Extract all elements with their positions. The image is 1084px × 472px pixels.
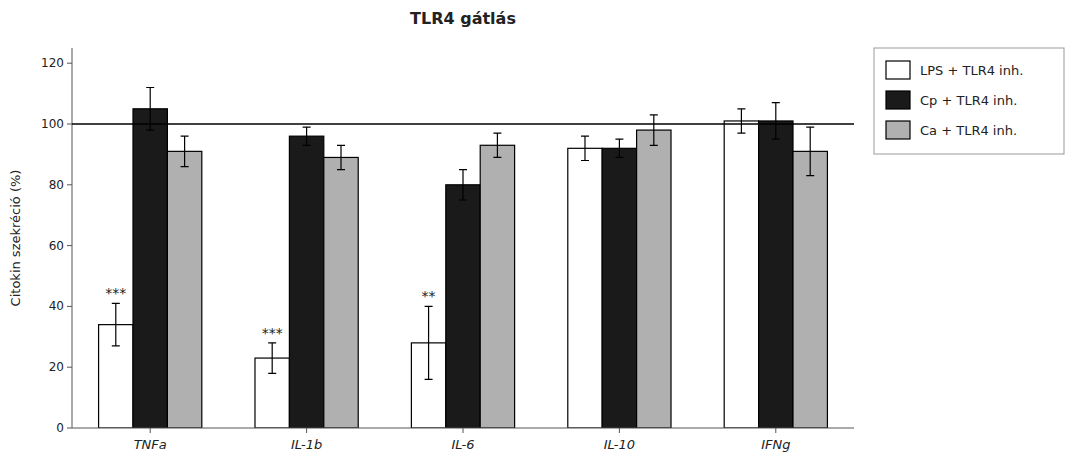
error-bar — [650, 115, 658, 145]
legend-swatch — [886, 61, 910, 79]
error-bar — [181, 136, 189, 166]
error-bar — [425, 306, 433, 379]
y-tick — [67, 245, 72, 246]
bar — [568, 148, 602, 428]
x-tick — [306, 428, 307, 433]
y-tick — [67, 63, 72, 64]
error-bar — [581, 136, 589, 160]
y-tick-label: 20 — [49, 360, 64, 374]
bar — [724, 121, 758, 428]
y-tick-label: 100 — [41, 117, 64, 131]
error-bars — [112, 109, 746, 380]
x-tick-label: TNFa — [134, 437, 167, 452]
y-tick — [67, 367, 72, 368]
bar — [602, 148, 636, 428]
x-tick-label: IL-6 — [451, 437, 474, 452]
y-tick-label: 120 — [41, 56, 64, 70]
y-tick-label: 0 — [56, 421, 64, 435]
error-bar — [615, 139, 623, 157]
y-tick — [67, 124, 72, 125]
error-bar — [493, 133, 501, 157]
y-tick-label: 60 — [49, 239, 64, 253]
bar-series — [167, 130, 827, 428]
reference-line — [72, 123, 854, 125]
y-tick — [67, 428, 72, 429]
legend-swatch — [886, 91, 910, 109]
legend-swatch — [886, 121, 910, 139]
bar — [167, 151, 201, 428]
y-axis: 0 20 40 60 80 100 120 — [41, 48, 72, 435]
legend-frame — [874, 48, 1064, 154]
error-bar — [772, 103, 780, 139]
bar — [637, 130, 671, 428]
bar — [793, 151, 827, 428]
legend-label: LPS + TLR4 inh. — [920, 63, 1023, 78]
x-axis: TNFa IL-1b IL-6 IL-10 IFNg — [72, 428, 854, 452]
x-tick — [619, 428, 620, 433]
annotation: *** — [105, 285, 126, 301]
bar — [289, 136, 323, 428]
chart-title: TLR4 gátlás — [410, 9, 516, 28]
bar — [759, 121, 793, 428]
chart-svg: TLR4 gátlás Citokin szekréció (%) 0 20 40 60 8… — [0, 0, 1084, 472]
error-bar — [459, 170, 467, 200]
plot-area — [72, 88, 854, 428]
error-bar — [268, 343, 276, 373]
error-bar — [337, 145, 345, 169]
x-tick-label: IL-10 — [604, 437, 635, 452]
x-tick — [775, 428, 776, 433]
bar — [480, 145, 514, 428]
error-bars — [181, 115, 815, 176]
legend-label: Ca + TLR4 inh. — [920, 123, 1017, 138]
chart-container: TLR4 gátlás Citokin szekréció (%) 0 20 40 60 8… — [0, 0, 1084, 472]
x-tick-label: IL-1b — [291, 437, 322, 452]
error-bars — [146, 88, 780, 200]
annotations: ******** — [105, 285, 435, 341]
error-bar — [112, 303, 120, 346]
legend: LPS + TLR4 inh. Cp + TLR4 inh. Ca + TLR4 i… — [874, 48, 1064, 154]
y-tick — [67, 306, 72, 307]
y-tick-label: 80 — [49, 178, 64, 192]
y-tick — [67, 184, 72, 185]
y-axis-line — [72, 48, 73, 428]
x-tick — [150, 428, 151, 433]
error-bar — [146, 88, 154, 131]
y-axis-label: Citokin szekréció (%) — [8, 170, 23, 307]
bar — [133, 109, 167, 428]
y-tick-label: 40 — [49, 299, 64, 313]
bar-series — [133, 109, 793, 428]
legend-label: Cp + TLR4 inh. — [920, 93, 1017, 108]
error-bar — [737, 109, 745, 133]
bar — [324, 157, 358, 428]
x-tick — [463, 428, 464, 433]
error-bar — [806, 127, 814, 176]
annotation: *** — [262, 325, 283, 341]
error-bar — [303, 127, 311, 145]
bar-series — [99, 121, 759, 428]
x-tick-label: IFNg — [761, 437, 790, 452]
annotation: ** — [422, 288, 436, 304]
bar — [446, 185, 480, 428]
